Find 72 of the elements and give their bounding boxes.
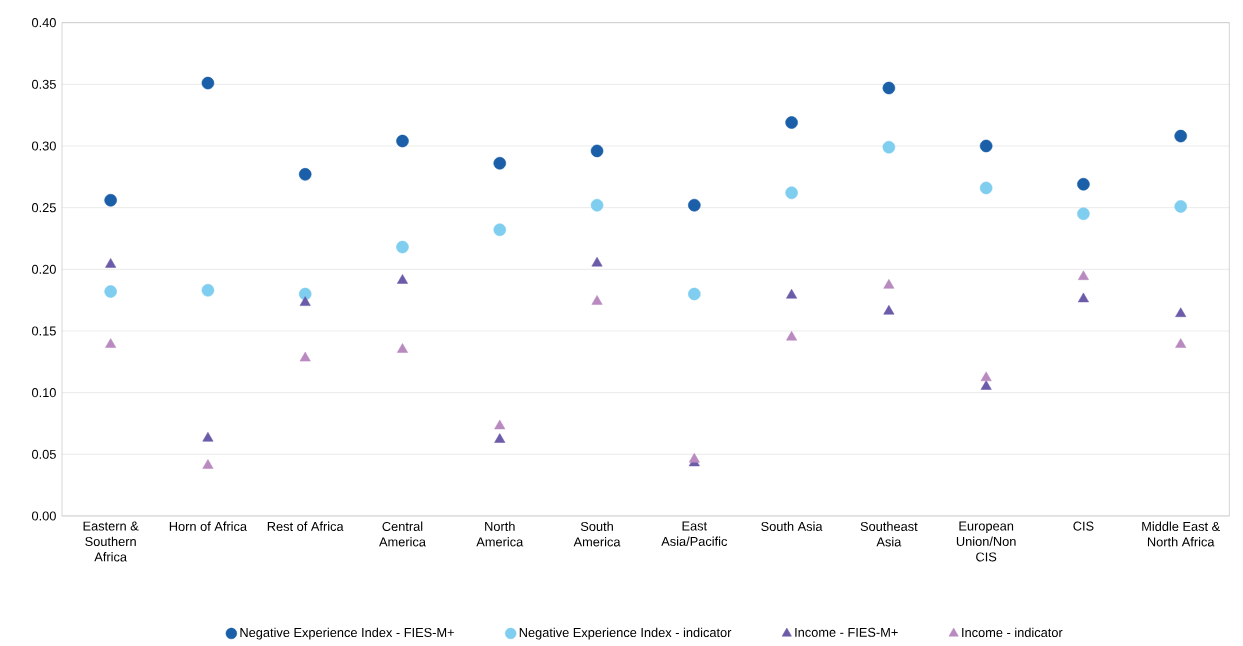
point [1174, 200, 1187, 213]
point [590, 198, 604, 212]
x-tick-label: Rest of Africa [267, 521, 344, 531]
point [397, 343, 408, 353]
x-tick-label: Horn of Africa [169, 521, 248, 531]
legend-label: Negative Experience Index - indicator [519, 627, 732, 640]
y-tick-label: 0.25 [32, 203, 56, 213]
point [786, 330, 798, 341]
x-tick-label: European Union/Non CIS [956, 521, 1016, 562]
point [494, 419, 506, 430]
point [1077, 270, 1089, 280]
point [298, 168, 312, 181]
legend-label: Income - indicator [962, 627, 1063, 638]
x-tick-label: CIS [1073, 521, 1094, 531]
x-tick-label: Eastern & Southern Africa [83, 521, 139, 562]
point [396, 240, 409, 254]
point [591, 295, 603, 305]
point [979, 181, 993, 195]
point [785, 186, 798, 200]
y-tick-label: 0.35 [32, 79, 56, 89]
x-tick-label: East Asia/Pacific [661, 521, 728, 546]
point [299, 296, 311, 306]
y-tick-label: 0.00 [32, 511, 56, 521]
point [202, 459, 214, 469]
legend-label: Income - FIES-M+ [795, 627, 898, 637]
point [688, 287, 701, 301]
point [979, 139, 993, 153]
point [980, 380, 992, 390]
point [201, 284, 215, 297]
point [201, 76, 215, 90]
point [883, 279, 895, 289]
point [1077, 292, 1089, 303]
point [493, 223, 507, 237]
y-tick-label: 0.40 [32, 18, 56, 28]
x-tick-label: South America [573, 521, 621, 547]
point [493, 156, 507, 170]
point [786, 288, 798, 299]
y-tick-label: 0.10 [32, 388, 56, 398]
point [397, 274, 408, 284]
point [1174, 129, 1187, 143]
point [396, 134, 409, 148]
x-tick-label: Central America [379, 521, 426, 547]
x-tick-label: South Asia [761, 521, 823, 531]
point [882, 140, 896, 154]
point [494, 433, 506, 443]
legend-label: Negative Experience Index - FIES-M+ [240, 627, 454, 640]
point [882, 81, 896, 95]
y-tick-label: 0.15 [32, 326, 56, 336]
point [298, 287, 312, 301]
point [202, 432, 214, 442]
point [105, 338, 117, 348]
point [1077, 207, 1090, 221]
point [785, 116, 798, 129]
point [688, 198, 701, 212]
point [1175, 307, 1187, 317]
point [1175, 338, 1187, 348]
point [299, 351, 311, 362]
y-tick-label: 0.20 [32, 264, 56, 274]
y-tick-label: 0.05 [32, 449, 56, 459]
point [688, 452, 700, 463]
point [1077, 177, 1090, 191]
x-tick-label: North America [476, 521, 524, 547]
x-tick-label: Southeast Asia [860, 521, 918, 547]
point [104, 285, 117, 298]
point [104, 193, 117, 207]
y-tick-label: 0.30 [32, 141, 56, 151]
point [980, 371, 992, 382]
point [105, 258, 117, 268]
x-tick-label: Middle East & North Africa [1142, 521, 1220, 547]
point [883, 304, 895, 315]
point [590, 144, 604, 158]
point [591, 256, 603, 267]
